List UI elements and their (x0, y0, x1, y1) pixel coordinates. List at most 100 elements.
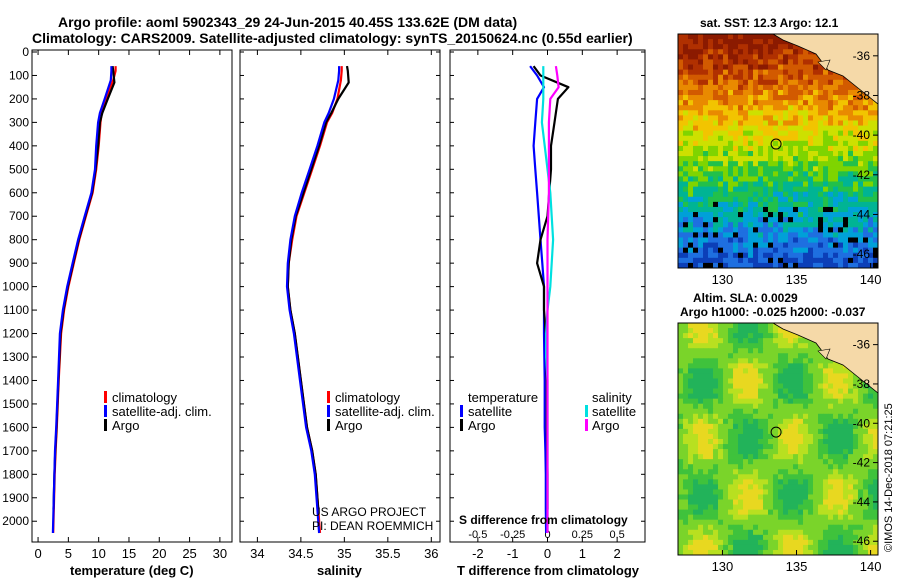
map-cell (788, 237, 794, 243)
map-cell (703, 363, 709, 369)
map-cell (758, 338, 764, 344)
map-cell (768, 89, 774, 96)
map-cell (733, 489, 739, 495)
map-cell (833, 196, 839, 203)
map-cell (753, 398, 759, 405)
map-cell (718, 539, 724, 546)
map-cell (728, 69, 734, 76)
map-cell (688, 222, 694, 228)
map-cell (723, 181, 729, 188)
map-cell (698, 79, 704, 86)
map-cell (768, 423, 774, 430)
map-cell (678, 125, 684, 132)
map-cell (778, 529, 784, 536)
map-cell (678, 348, 684, 354)
map-cell (733, 89, 739, 96)
map-cell (723, 151, 729, 157)
map-cell (763, 176, 769, 182)
map-cell (793, 484, 799, 490)
map-cell (758, 413, 764, 420)
map-cell (718, 338, 724, 344)
map-cell (868, 125, 874, 132)
map-cell (713, 449, 719, 455)
map-cell (748, 49, 754, 55)
map-cell (748, 469, 754, 475)
map-cell (718, 161, 724, 167)
map-cell (808, 252, 814, 259)
map-cell (693, 439, 699, 445)
map-cell (758, 49, 764, 55)
map-cell (718, 105, 724, 111)
map-cell (758, 115, 764, 121)
map-cell (798, 544, 804, 551)
map-cell (823, 464, 829, 470)
map-cell (708, 69, 714, 76)
map-cell (788, 110, 794, 116)
map-cell (738, 212, 744, 218)
map-cell (703, 469, 709, 475)
map-cell (863, 484, 869, 490)
map-cell (718, 69, 724, 76)
map-cell (788, 524, 794, 531)
map-cell (698, 383, 704, 389)
map-cell (763, 529, 769, 536)
map-cell (688, 363, 694, 369)
map-cell (848, 519, 854, 526)
map-cell (748, 393, 754, 400)
map-cell (833, 524, 839, 531)
map-cell (738, 79, 744, 86)
map-cell (703, 408, 709, 415)
map-cell (813, 459, 819, 465)
map-cell (818, 494, 824, 500)
map-cell (828, 499, 834, 505)
map-cell (808, 89, 814, 96)
map-cell (718, 474, 724, 480)
map-cell (753, 156, 759, 162)
map-cell (783, 539, 789, 546)
map-cell (728, 252, 734, 259)
map-cell (713, 186, 719, 193)
map-cell (853, 125, 859, 132)
map-cell (713, 454, 719, 460)
map-cell (748, 383, 754, 389)
map-cell (828, 524, 834, 531)
map-cell (698, 100, 704, 106)
map-cell (778, 388, 784, 395)
map-cell (833, 232, 839, 238)
map-cell (813, 171, 819, 177)
map-cell (868, 433, 874, 440)
map-cell (733, 348, 739, 354)
map-cell (823, 237, 829, 243)
map-cell (753, 358, 759, 364)
map-cell (823, 69, 829, 76)
map-cell (808, 378, 814, 384)
map-cell (783, 343, 789, 349)
map-cell (743, 378, 749, 384)
map-cell (803, 544, 809, 551)
map-cell (688, 393, 694, 400)
map-cell (828, 130, 834, 137)
map-cell (848, 514, 854, 521)
map-cell (868, 413, 874, 420)
map-cell (798, 196, 804, 203)
map-cell (758, 34, 764, 40)
map-cell (753, 120, 759, 126)
map-cell (738, 479, 744, 485)
map-cell (788, 479, 794, 485)
map-cell (708, 328, 714, 334)
map-cell (823, 201, 829, 208)
map-cell (848, 125, 854, 132)
map-cell (693, 49, 699, 55)
map-cell (728, 544, 734, 551)
map-cell (738, 358, 744, 364)
map-cell (858, 222, 864, 228)
map-cell (683, 388, 689, 395)
map-cell (828, 212, 834, 218)
map-cell (683, 212, 689, 218)
map-cell (798, 539, 804, 546)
map-cell (768, 398, 774, 405)
map-cell (708, 34, 714, 40)
map-cell (783, 393, 789, 400)
map-cell (678, 428, 684, 435)
map-cell (813, 176, 819, 182)
